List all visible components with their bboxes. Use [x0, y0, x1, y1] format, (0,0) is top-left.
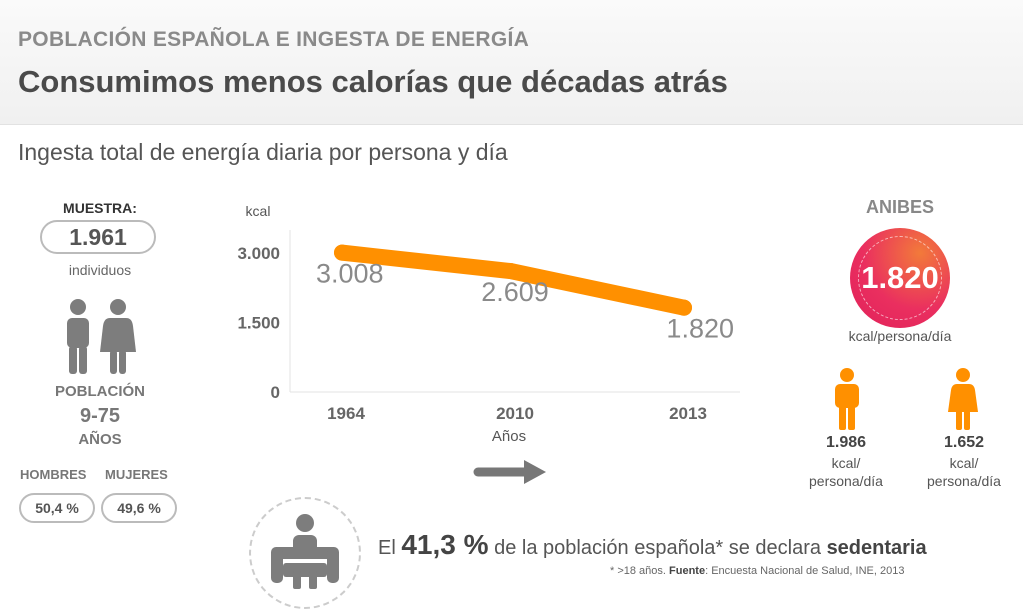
men-label: HOMBRES	[20, 467, 87, 482]
anibes-value: 1.820	[861, 260, 939, 295]
unit-line-1: kcal/	[831, 455, 861, 471]
sedentary-keyword: sedentaria	[826, 537, 927, 559]
x-tick-label: 2013	[669, 404, 707, 423]
source-note: * >18 años. Fuente: Encuesta Nacional de…	[610, 565, 904, 577]
sedentary-statement: El 41,3 % de la población española* se d…	[378, 529, 927, 561]
population-age-range: 9-75	[79, 405, 121, 427]
unit-line-2: persona/día	[809, 473, 883, 489]
anibes-title: ANIBES	[865, 197, 934, 217]
note-source-label: Fuente	[669, 565, 706, 577]
header-kicker: POBLACIÓN ESPAÑOLA E INGESTA DE ENERGÍA	[18, 28, 530, 51]
anibes-men-unit: kcal/ persona/día	[796, 454, 896, 490]
y-tick-label: 1.500	[237, 314, 280, 333]
sample-label: MUESTRA:	[63, 200, 137, 216]
person-sitting-armchair-icon	[271, 514, 339, 589]
sedentary-circle	[249, 497, 361, 609]
anibes-circle-ring	[858, 236, 942, 320]
anibes-unit: kcal/persona/día	[848, 328, 952, 344]
sedentary-prefix: El	[378, 537, 396, 559]
anibes-women-unit: kcal/ persona/día	[914, 454, 1014, 490]
population-label: POBLACIÓN	[55, 383, 145, 400]
data-label: 1.820	[666, 314, 734, 344]
anibes-women-value: 1.652	[943, 434, 985, 451]
sedentary-percentage: 41,3 %	[401, 529, 489, 560]
unit-line-1: kcal/	[949, 455, 979, 471]
y-tick-label: 3.000	[237, 244, 280, 263]
anibes-circle: 1.820	[850, 228, 950, 328]
men-percentage: 50,4 %	[19, 493, 95, 523]
arrow-right-icon	[473, 460, 546, 484]
x-tick-label: 2010	[496, 404, 534, 423]
anibes-men-value: 1.986	[825, 434, 867, 451]
note-source-text: : Encuesta Nacional de Salud, INE, 2013	[705, 565, 905, 577]
women-percentage: 49,6 %	[101, 493, 177, 523]
man-icon	[835, 368, 859, 430]
sedentary-middle: de la población española* se declara	[494, 537, 821, 559]
x-axis-label: Años	[492, 428, 526, 445]
y-axis-label: kcal	[246, 203, 271, 219]
y-tick-label: 0	[271, 383, 280, 402]
chart-subtitle: Ingesta total de energía diaria por pers…	[18, 139, 508, 165]
data-point	[676, 299, 692, 316]
women-label: MUJERES	[105, 467, 168, 482]
energy-line-chart: kcal 0 1.500 3.000 1964 2010 2013 3.008 2.609…	[237, 203, 740, 484]
data-point	[503, 263, 519, 280]
data-label: 3.008	[316, 259, 384, 289]
header-headline: Consumimos menos calorías que décadas at…	[18, 64, 728, 99]
population-age-unit: AÑOS	[78, 431, 122, 448]
x-tick-label: 1964	[327, 404, 365, 423]
data-point	[334, 244, 350, 261]
data-label: 2.609	[481, 277, 549, 307]
sample-unit: individuos	[68, 262, 132, 278]
sample-value: 1.961	[40, 220, 156, 254]
man-woman-icon	[67, 299, 136, 374]
woman-icon	[948, 368, 978, 430]
header: POBLACIÓN ESPAÑOLA E INGESTA DE ENERGÍA …	[0, 0, 1023, 125]
note-prefix: * >18 años.	[610, 565, 666, 577]
unit-line-2: persona/día	[927, 473, 1001, 489]
